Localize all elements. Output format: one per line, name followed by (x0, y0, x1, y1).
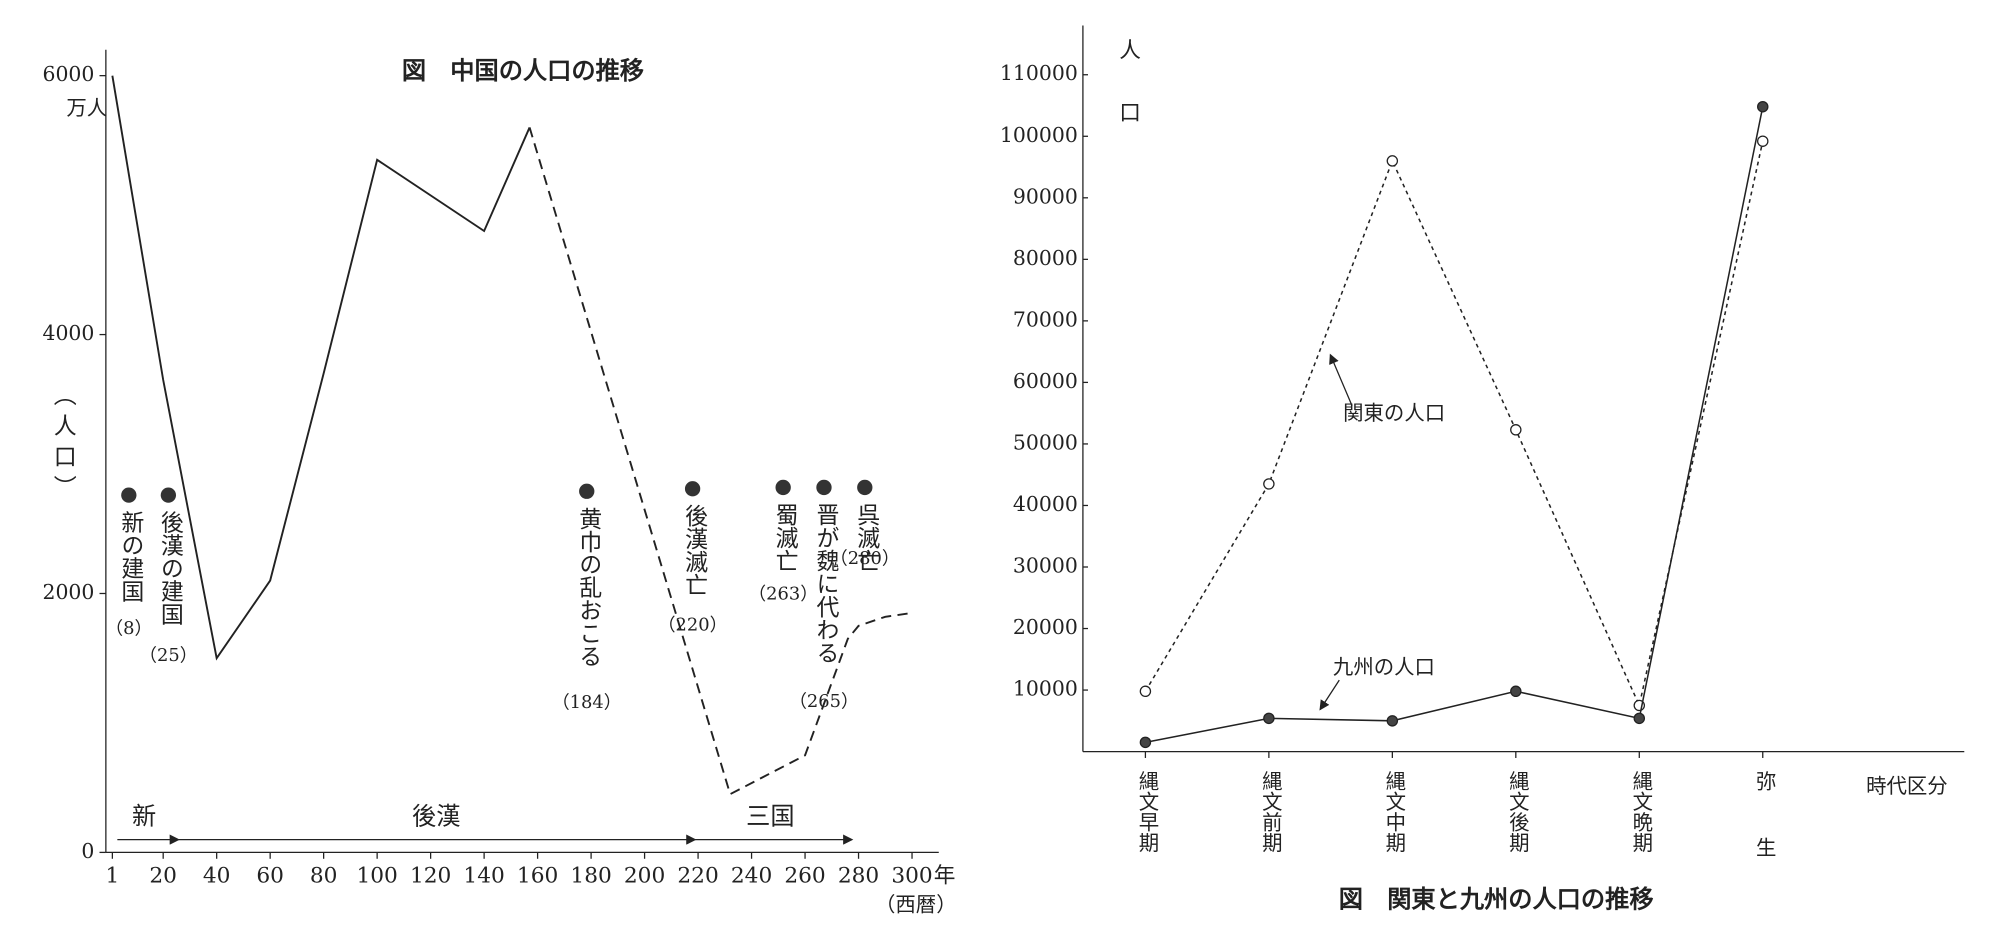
event-text: 新の建国 (117, 510, 144, 602)
series-label: 関東の人口 (1343, 401, 1445, 425)
event-text: 黄巾の乱おこる (575, 507, 602, 668)
point (1633, 712, 1646, 725)
y-tick-label: 60000 (1013, 369, 1078, 393)
x-tick-label: 1 (105, 864, 119, 889)
point (1139, 736, 1152, 749)
series-label: 九州の人口 (1333, 655, 1435, 679)
x-tick-label: 120 (410, 864, 451, 889)
x-tick-label: 縄文中期 (1382, 771, 1406, 853)
event-text: 後漢滅亡 (681, 504, 708, 596)
y-axis-label: （人口） (49, 383, 76, 505)
x-axis-note: （西暦） (875, 892, 957, 916)
x-tick-label: 縄文早期 (1135, 771, 1159, 853)
y-tick-label: 70000 (1013, 307, 1078, 331)
right-title: 図 関東と九州の人口の推移 (1339, 884, 1654, 913)
point (1757, 101, 1769, 113)
event-year: （184） (552, 692, 622, 713)
x-tick-label: 280 (838, 864, 879, 889)
event-year: （25） (139, 645, 197, 666)
y-unit: 万人 (66, 96, 107, 120)
x-tick-label: 160 (517, 864, 558, 889)
event-dot (775, 479, 791, 496)
y-tick-label: 90000 (1013, 184, 1078, 208)
period-label: 後漢 (412, 802, 460, 830)
y-tick-label: 80000 (1013, 246, 1078, 270)
y-tick-label: 40000 (1013, 492, 1078, 516)
label-arrow (1329, 353, 1353, 407)
population-line (111, 75, 531, 661)
y-tick-label: 0 (81, 839, 94, 863)
event-dot (816, 479, 832, 496)
event-dot (121, 487, 137, 503)
y-tick-label: 4000 (42, 321, 94, 345)
event-dot (684, 481, 701, 497)
x-tick-label: 200 (624, 864, 665, 889)
y-tick-label: 50000 (1013, 430, 1078, 454)
left-title: 図 中国の人口の推移 (402, 56, 644, 85)
y-tick-label: 110000 (1000, 61, 1078, 85)
x-tick-label: 180 (570, 864, 611, 889)
y-tick-label: 10000 (1013, 677, 1078, 701)
point (1386, 715, 1399, 727)
y-tick-label: 20000 (1013, 615, 1078, 639)
population-line (1144, 141, 1764, 708)
event-dot (160, 487, 177, 503)
y-tick-label: 100000 (1000, 123, 1078, 147)
event-text: 晋が魏に代わる (812, 503, 839, 664)
x-tick-label: 240 (731, 864, 772, 889)
event-year: （280） (830, 548, 900, 569)
x-tick-label: 縄文後期 (1505, 771, 1529, 853)
x-tick-label: 100 (356, 864, 397, 889)
x-tick-label: 縄文晩期 (1629, 771, 1653, 853)
point (1263, 478, 1275, 490)
x-tick-label: 260 (784, 864, 825, 889)
y-axis-label: 人口 (1116, 38, 1141, 163)
y-tick-label: 2000 (42, 580, 94, 604)
period-label: 新 (132, 802, 156, 830)
point (1263, 712, 1275, 725)
event-year: （265） (789, 691, 859, 712)
y-tick-label: 6000 (42, 62, 94, 86)
x-axis-label: 時代区分 (1866, 774, 1948, 798)
x-tick-label: 80 (310, 864, 338, 889)
event-text: 呉滅亡 (853, 503, 880, 572)
x-tick-label: 弥生 (1752, 771, 1776, 904)
point (1510, 685, 1522, 698)
y-tick-label: 30000 (1013, 553, 1078, 577)
event-dot (857, 479, 873, 496)
point (1139, 685, 1152, 698)
event-year: （8） (105, 618, 152, 639)
event-text: 蜀滅亡 (771, 503, 798, 572)
event-year: （263） (748, 584, 818, 605)
population-line (528, 127, 913, 796)
x-tick-label: 20 (149, 864, 177, 889)
x-axis-unit: 年 (934, 864, 956, 889)
point (1386, 155, 1399, 167)
period-label: 三国 (746, 802, 794, 830)
event-dot (579, 483, 595, 499)
x-tick-label: 220 (677, 864, 718, 889)
x-tick-label: 縄文前期 (1258, 771, 1282, 853)
event-text: 後漢の建国 (156, 510, 183, 625)
label-arrow (1319, 679, 1340, 711)
x-tick-label: 300 (891, 864, 932, 889)
x-tick-label: 140 (463, 864, 504, 889)
event-year: （220） (658, 614, 728, 635)
x-tick-label: 40 (203, 864, 231, 889)
point (1510, 424, 1522, 436)
x-tick-label: 60 (256, 864, 284, 889)
point (1757, 135, 1769, 147)
population-line (1145, 106, 1764, 744)
